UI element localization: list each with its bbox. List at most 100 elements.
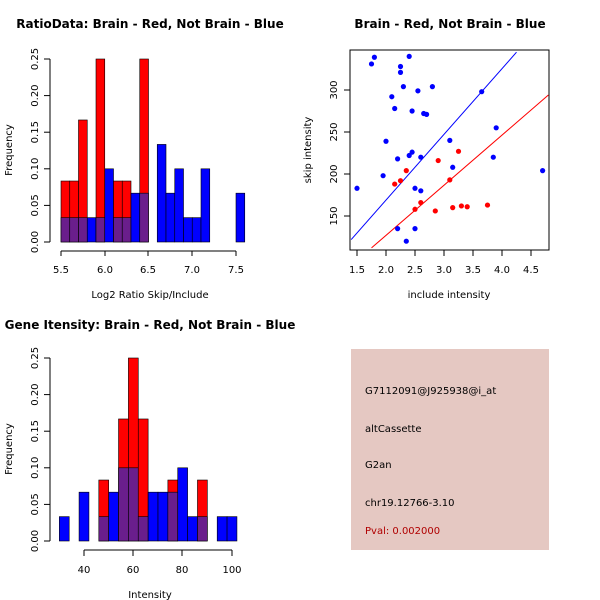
scatter-point-not-brain xyxy=(490,154,496,160)
intensity-bar-overlap xyxy=(137,516,149,542)
ratio-bar-brain xyxy=(95,58,106,243)
probe-id: G7112091@J925938@i_at xyxy=(365,386,497,397)
intensity-y-tick-label: 0.00 xyxy=(30,530,41,552)
intensity-y-tick-label: 0.15 xyxy=(30,420,41,442)
scatter-point-brain xyxy=(432,208,438,214)
scatter-x-tick-label: 1.5 xyxy=(349,265,365,276)
ratio-bars xyxy=(60,58,246,243)
scatter-point-not-brain xyxy=(403,238,409,244)
scatter-point-not-brain xyxy=(450,164,456,170)
scatter-point-brain xyxy=(455,148,462,154)
scatter-point-not-brain xyxy=(409,149,415,155)
scatter-point-not-brain xyxy=(397,69,404,75)
scatter-point-brain xyxy=(484,202,491,208)
intensity-bar-not-brain xyxy=(147,491,159,542)
ratio-bar-not-brain xyxy=(191,217,202,243)
scatter-point-brain xyxy=(458,203,464,209)
scatter-point-not-brain xyxy=(415,88,421,94)
scatter-x-tick-label: 4.0 xyxy=(494,265,510,276)
intensity-bar-overlap xyxy=(167,491,179,542)
ratio-bar-not-brain xyxy=(183,217,193,243)
scatter-point-not-brain xyxy=(383,138,389,144)
ratio-x-tick-label: 7.0 xyxy=(184,265,200,276)
scatter-points xyxy=(354,53,546,244)
scatter-y-tick-label: 250 xyxy=(329,122,340,141)
ratio-x-tick-label: 5.5 xyxy=(53,265,69,276)
intensity-x-tick-label: 80 xyxy=(176,565,189,576)
intensity-x-axis-label: Intensity xyxy=(128,590,172,600)
scatter-point-brain xyxy=(412,206,418,212)
ratio-y-axis-label: Frequency xyxy=(4,124,15,176)
scatter-y-tick-label: 150 xyxy=(329,206,340,225)
ratio-bar-not-brain xyxy=(174,168,184,243)
scatter-point-not-brain xyxy=(406,53,412,60)
scatter-point-not-brain xyxy=(406,152,412,159)
ratio-bar-overlap xyxy=(95,217,106,243)
scatter-point-not-brain xyxy=(389,94,395,100)
scatter-point-not-brain xyxy=(540,168,546,174)
intensity-bar-not-brain xyxy=(216,516,228,542)
ratio-y-tick-label: 0.15 xyxy=(30,121,41,143)
scatter-y-tick-label: 200 xyxy=(329,164,340,183)
scatter-point-not-brain xyxy=(418,188,424,194)
ratio-x-tick-label: 6.5 xyxy=(140,265,156,276)
scatter-point-not-brain xyxy=(447,137,453,143)
ratio-histogram: RatioData: Brain - Red, Not Brain - Blue… xyxy=(4,17,284,301)
ratio-bar-not-brain xyxy=(104,168,114,243)
gene-name: G2an xyxy=(365,460,392,471)
scatter-point-not-brain xyxy=(412,226,418,232)
fit-line-brain xyxy=(371,94,549,249)
ratio-bar-overlap xyxy=(60,217,71,243)
ratio-x-ticks: 5.5 6.0 6.5 7.0 7.5 xyxy=(53,251,244,276)
scatter-point-not-brain xyxy=(400,84,406,90)
intensity-bar-overlap xyxy=(118,467,129,542)
scatter-point-not-brain xyxy=(429,84,435,90)
intensity-x-tick-label: 60 xyxy=(127,565,140,576)
scatter-point-not-brain xyxy=(493,125,499,131)
intensity-bar-overlap xyxy=(197,516,208,542)
ratio-y-tick-label: 0.10 xyxy=(30,158,41,180)
intensity-bar-not-brain xyxy=(187,516,198,542)
scatter-point-brain xyxy=(397,178,404,184)
scatter-point-not-brain xyxy=(395,226,401,232)
scatter-point-not-brain xyxy=(424,111,430,117)
intensity-y-tick-label: 0.05 xyxy=(30,493,41,515)
intensity-scatter: Brain - Red, Not Brain - Blue 1.5 2.0 2.… xyxy=(303,17,550,301)
scatter-point-brain xyxy=(418,199,424,206)
intensity-bar-not-brain xyxy=(108,491,119,542)
intensity-bar-overlap xyxy=(128,467,139,542)
intensity-histogram: Gene Itensity: Brain - Red, Not Brain - … xyxy=(4,318,295,600)
scatter-point-brain xyxy=(464,204,470,210)
intensity-bar-not-brain xyxy=(157,491,169,542)
event-type: altCassette xyxy=(365,424,422,435)
ratio-x-axis-label: Log2 Ratio Skip/Include xyxy=(91,290,208,301)
fit-line-not-brain xyxy=(350,51,517,240)
scatter-x-axis-label: include intensity xyxy=(408,290,491,301)
scatter-plot-frame xyxy=(349,49,550,251)
intensity-bar-not-brain xyxy=(177,467,188,542)
intensity-x-ticks: 40 60 80 100 xyxy=(78,550,242,576)
scatter-y-tick-label: 300 xyxy=(329,80,340,99)
ratio-x-tick-label: 7.5 xyxy=(228,265,244,276)
intensity-bar-not-brain xyxy=(226,516,238,542)
scatter-x-tick-label: 4.5 xyxy=(523,265,539,276)
scatter-point-not-brain xyxy=(368,61,375,67)
ratio-y-ticks: 0.00 0.05 0.10 0.15 0.20 0.25 xyxy=(30,48,50,253)
scatter-x-tick-label: 3.5 xyxy=(465,265,481,276)
scatter-x-tick-label: 2.0 xyxy=(378,265,394,276)
scatter-y-axis-label: skip intensity xyxy=(303,117,314,184)
ratio-bar-not-brain xyxy=(200,168,211,243)
scatter-point-not-brain xyxy=(397,63,404,70)
scatter-x-tick-label: 2.5 xyxy=(407,265,423,276)
ratio-y-tick-label: 0.25 xyxy=(30,48,41,70)
scatter-point-not-brain xyxy=(479,89,485,95)
ratio-bar-not-brain xyxy=(165,192,176,243)
scatter-x-ticks: 1.5 2.0 2.5 3.0 3.5 4.0 4.5 xyxy=(349,250,539,276)
scatter-point-not-brain xyxy=(412,185,418,191)
scatter-chart-title: Brain - Red, Not Brain - Blue xyxy=(354,17,545,31)
intensity-y-ticks: 0.00 0.05 0.10 0.15 0.20 0.25 xyxy=(30,347,50,552)
ratio-bar-overlap xyxy=(139,192,149,243)
intensity-chart-title: Gene Itensity: Brain - Red, Not Brain - … xyxy=(5,318,296,332)
scatter-point-not-brain xyxy=(392,105,398,112)
